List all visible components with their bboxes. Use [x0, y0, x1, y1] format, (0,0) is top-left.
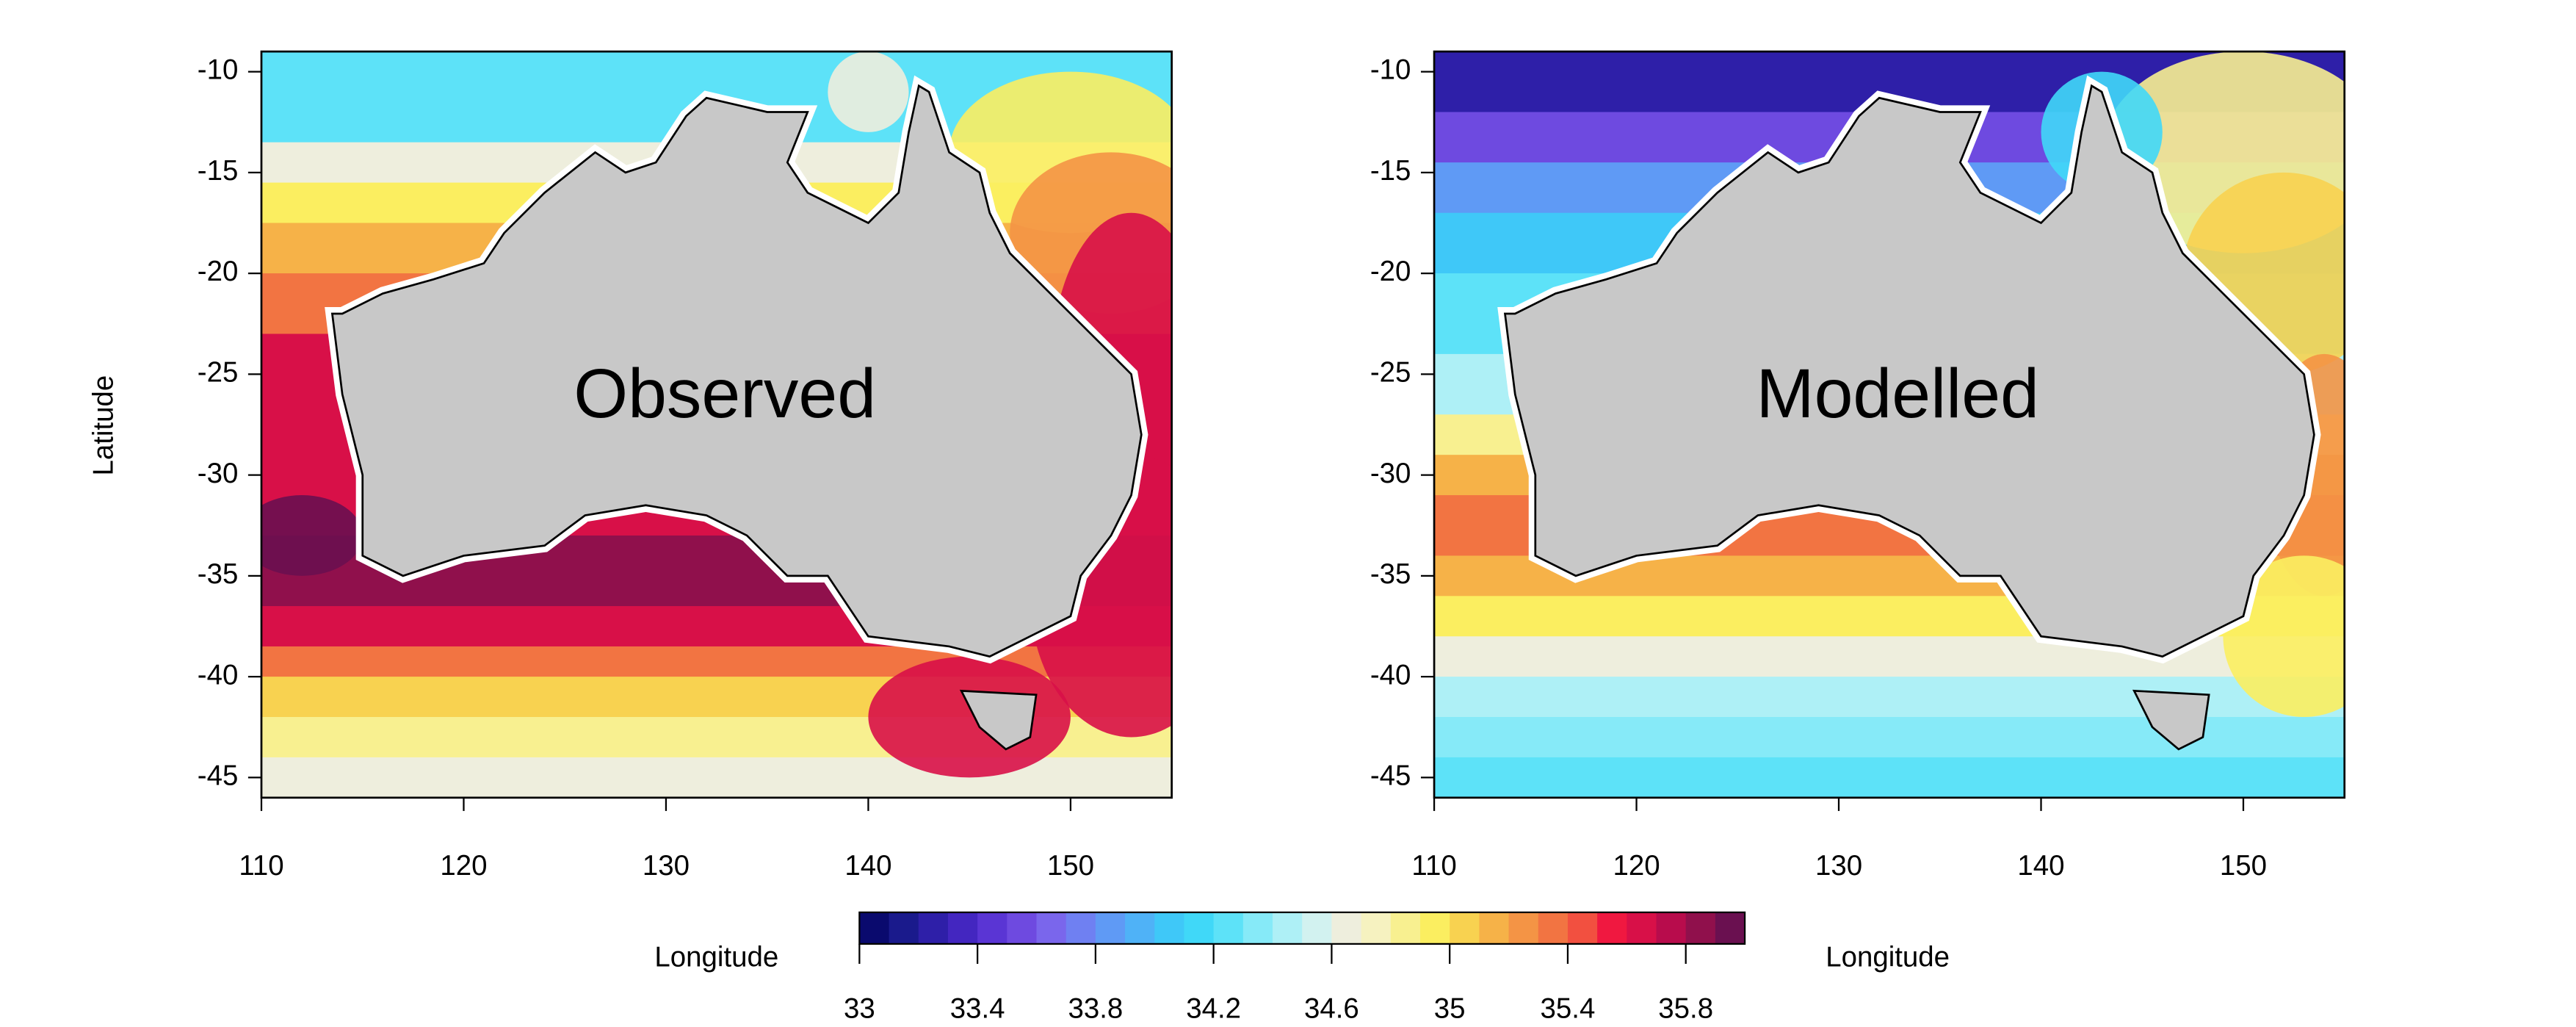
y-axis-label: Latitude: [88, 375, 120, 476]
colorbar-swatch: [918, 912, 949, 944]
y-tick-label: -15: [1370, 155, 1411, 187]
colorbar-swatch: [1567, 912, 1599, 944]
colorbar-swatch: [889, 912, 919, 944]
map-field: [261, 51, 1172, 798]
plot-frame: [1433, 50, 2346, 799]
x-tick-label: 140: [2017, 850, 2064, 882]
colorbar-swatch: [1273, 912, 1303, 944]
colorbar-swatch: [1419, 912, 1451, 944]
y-tick-label: -45: [1370, 760, 1411, 792]
colorbar-tick-label: 33.4: [950, 993, 1005, 1025]
salinity-patch: [828, 51, 909, 132]
colorbar-swatch: [1597, 912, 1628, 944]
panel-title: Modelled: [1756, 355, 2039, 433]
x-tick-label: 110: [1411, 850, 1456, 882]
tasmania: [959, 689, 1038, 751]
colorbar-swatch: [947, 912, 979, 944]
colorbar-label: Longitude: [1826, 941, 1950, 973]
colorbar-swatch: [1715, 912, 1745, 944]
colorbar-swatch: [1656, 912, 1687, 944]
australia: [330, 84, 1143, 658]
colorbar-tick-label: 33.8: [1068, 993, 1123, 1025]
colorbar-swatch: [1036, 912, 1067, 944]
colorbar-tick-label: 35.4: [1541, 993, 1596, 1025]
colorbar-swatch: [1479, 912, 1510, 944]
colorbar-swatch: [1125, 912, 1156, 944]
y-tick-label: -10: [1370, 54, 1411, 86]
colorbar-swatch: [1331, 912, 1362, 944]
colorbar-swatch: [1508, 912, 1539, 944]
salinity-band: [261, 757, 1172, 798]
salinity-band: [1434, 636, 2345, 678]
y-tick-label: -20: [198, 256, 239, 287]
colorbar-tick-label: 35: [1434, 993, 1466, 1025]
colorbar-swatch: [1390, 912, 1421, 944]
colorbar-swatch: [859, 912, 890, 944]
tasmania: [2132, 689, 2210, 751]
colorbar-swatch: [1361, 912, 1392, 944]
colorbar-swatch: [1007, 912, 1038, 944]
colorbar-swatch: [1302, 912, 1333, 944]
colorbar-label: Longitude: [654, 941, 778, 973]
colorbar-frame: [858, 911, 1746, 945]
y-tick-label: -35: [198, 558, 239, 590]
x-tick-label: 150: [1047, 850, 1094, 882]
y-tick-label: -40: [1370, 659, 1411, 691]
map-field: [1434, 51, 2345, 798]
salinity-band: [1434, 717, 2345, 759]
colorbar-swatch: [1450, 912, 1480, 944]
salinity-band: [1434, 757, 2345, 798]
colorbar-swatch: [1685, 912, 1716, 944]
colorbar-swatch: [1213, 912, 1244, 944]
plot-frame: [260, 50, 1173, 799]
colorbar-swatch: [1538, 912, 1569, 944]
colorbar-tick-label: 35.8: [1658, 993, 1713, 1025]
x-tick-label: 150: [2220, 850, 2267, 882]
y-tick-label: -20: [1370, 256, 1411, 287]
colorbar-tick-label: 34.2: [1186, 993, 1241, 1025]
y-tick-label: -45: [198, 760, 239, 792]
y-tick-label: -25: [198, 357, 239, 389]
salinity-patch: [868, 656, 1071, 778]
y-tick-label: -30: [1370, 458, 1411, 489]
colorbar-tick-label: 34.6: [1304, 993, 1359, 1025]
y-tick-label: -30: [198, 458, 239, 489]
x-tick-label: 140: [844, 850, 891, 882]
colorbar-swatch: [1154, 912, 1185, 944]
x-tick-label: 110: [239, 850, 283, 882]
salinity-patch: [261, 495, 363, 576]
x-tick-label: 120: [1613, 850, 1660, 882]
x-tick-label: 120: [440, 850, 487, 882]
panel-title: Observed: [574, 355, 876, 433]
colorbar-swatch: [1066, 912, 1096, 944]
x-tick-label: 130: [1815, 850, 1862, 882]
colorbar-swatch: [1242, 912, 1273, 944]
colorbar-swatch: [977, 912, 1008, 944]
x-tick-label: 130: [643, 850, 690, 882]
australia: [1503, 84, 2315, 658]
colorbar-swatch: [1095, 912, 1126, 944]
y-tick-label: -10: [198, 54, 239, 86]
y-tick-label: -35: [1370, 558, 1411, 590]
y-tick-label: -40: [198, 659, 239, 691]
y-tick-label: -25: [1370, 357, 1411, 389]
colorbar-swatch: [1184, 912, 1215, 944]
colorbar-tick-label: 33: [844, 993, 875, 1025]
y-tick-label: -15: [198, 155, 239, 187]
colorbar-swatch: [1627, 912, 1657, 944]
